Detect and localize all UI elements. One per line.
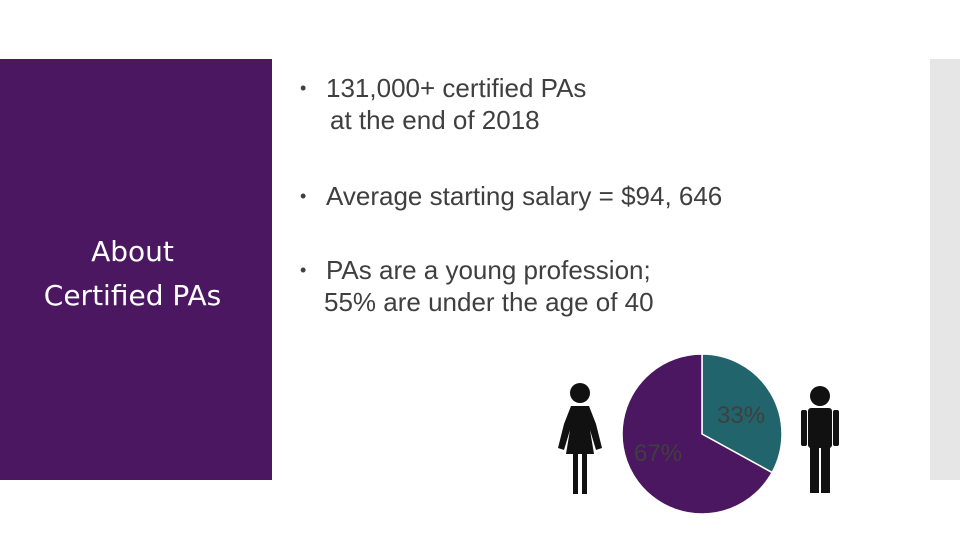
bullet-item-age: • PAs are a young profession; 55% are und… xyxy=(300,254,654,318)
man-icon xyxy=(801,386,839,493)
bullet-icon: • xyxy=(300,78,307,98)
pie-slice-male xyxy=(701,353,783,474)
pie-label-female: 67% xyxy=(634,440,683,467)
bullet-line: Average starting salary = $94, 646 xyxy=(326,181,723,211)
title-panel xyxy=(0,59,272,480)
slide-title-line-2: Certified PAs xyxy=(43,279,222,312)
bullet-item-certified-count: • 131,000+ certified PAs at the end of 20… xyxy=(300,72,586,136)
bullet-item-salary: • Average starting salary = $94, 646 xyxy=(300,180,722,212)
pie-slice-female xyxy=(621,353,774,515)
bullet-icon: • xyxy=(300,260,307,280)
pie-slices xyxy=(621,353,783,515)
bullet-continuation: at the end of 2018 xyxy=(330,105,540,135)
bullet-icon: • xyxy=(300,186,307,206)
bullet-line: PAs are a young profession; xyxy=(326,255,651,285)
slide-title: About Certified PAs xyxy=(0,230,265,318)
bullet-continuation: 55% are under the age of 40 xyxy=(324,287,654,317)
woman-icon xyxy=(558,383,602,494)
pie-label-male: 33% xyxy=(717,402,766,429)
slide-title-line-1: About xyxy=(91,235,174,268)
bullet-line: 131,000+ certified PAs xyxy=(326,73,587,103)
decorative-side-bar xyxy=(930,59,960,480)
